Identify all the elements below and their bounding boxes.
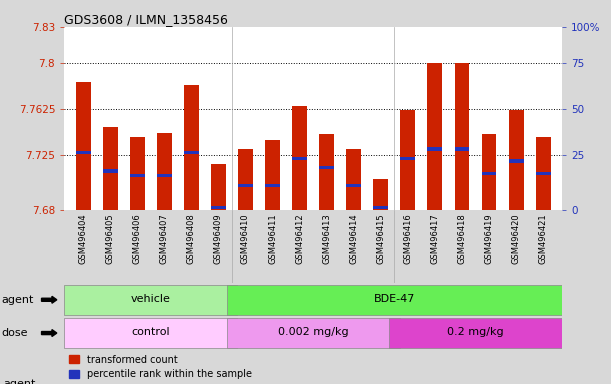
Text: agent: agent — [3, 379, 35, 384]
Bar — [428, 63, 442, 210]
Bar — [346, 149, 361, 210]
Text: GSM496420: GSM496420 — [511, 214, 521, 264]
Text: 0.002 mg/kg: 0.002 mg/kg — [278, 328, 348, 338]
Text: GSM496411: GSM496411 — [268, 214, 277, 264]
Text: agent: agent — [2, 295, 34, 305]
Bar — [319, 166, 334, 169]
Text: GSM496410: GSM496410 — [241, 214, 250, 264]
Bar — [238, 149, 253, 210]
Bar — [292, 157, 307, 161]
Text: GSM496415: GSM496415 — [376, 214, 386, 264]
Bar — [157, 174, 172, 177]
Text: GDS3608 / ILMN_1358456: GDS3608 / ILMN_1358456 — [64, 13, 228, 26]
Text: 0.2 mg/kg: 0.2 mg/kg — [447, 328, 504, 338]
Bar — [76, 82, 90, 210]
Bar — [455, 147, 469, 151]
Bar — [509, 159, 524, 163]
Bar — [373, 179, 388, 210]
Text: GSM496414: GSM496414 — [349, 214, 358, 264]
Bar — [64, 285, 237, 315]
Bar — [184, 86, 199, 210]
Bar — [238, 184, 253, 187]
Bar — [455, 63, 469, 210]
Bar — [130, 137, 145, 210]
Text: GSM496413: GSM496413 — [322, 214, 331, 264]
Bar — [428, 147, 442, 151]
Bar — [481, 134, 497, 210]
Text: GSM496404: GSM496404 — [79, 214, 87, 264]
Bar — [346, 184, 361, 187]
Bar — [103, 127, 117, 210]
Text: GSM496421: GSM496421 — [539, 214, 547, 264]
Text: GSM496419: GSM496419 — [485, 214, 494, 264]
Bar — [184, 151, 199, 154]
Text: GSM496406: GSM496406 — [133, 214, 142, 264]
Text: GSM496412: GSM496412 — [295, 214, 304, 264]
Bar — [536, 137, 551, 210]
Bar — [130, 174, 145, 177]
Bar — [227, 318, 400, 348]
Bar — [536, 172, 551, 175]
Text: GSM496416: GSM496416 — [403, 214, 412, 264]
Bar — [509, 110, 524, 210]
Bar — [76, 151, 90, 154]
Bar — [157, 133, 172, 210]
Text: GSM496405: GSM496405 — [106, 214, 115, 264]
Bar — [481, 172, 497, 175]
Text: control: control — [131, 328, 170, 338]
Text: GSM496417: GSM496417 — [430, 214, 439, 264]
Text: GSM496407: GSM496407 — [160, 214, 169, 264]
Bar — [265, 141, 280, 210]
Bar — [103, 169, 117, 172]
Bar — [400, 110, 415, 210]
Bar — [227, 285, 562, 315]
Text: GSM496408: GSM496408 — [187, 214, 196, 264]
Bar — [64, 318, 237, 348]
Text: vehicle: vehicle — [131, 294, 170, 304]
Legend: transformed count, percentile rank within the sample: transformed count, percentile rank withi… — [69, 354, 252, 379]
Bar — [211, 206, 226, 209]
Bar — [292, 106, 307, 210]
Bar — [400, 157, 415, 161]
Bar — [211, 164, 226, 210]
Text: GSM496409: GSM496409 — [214, 214, 223, 264]
Bar — [373, 206, 388, 209]
Text: GSM496418: GSM496418 — [458, 214, 466, 264]
Text: dose: dose — [2, 328, 28, 338]
Text: BDE-47: BDE-47 — [374, 294, 415, 304]
Bar — [389, 318, 562, 348]
Bar — [319, 134, 334, 210]
Bar — [265, 184, 280, 187]
